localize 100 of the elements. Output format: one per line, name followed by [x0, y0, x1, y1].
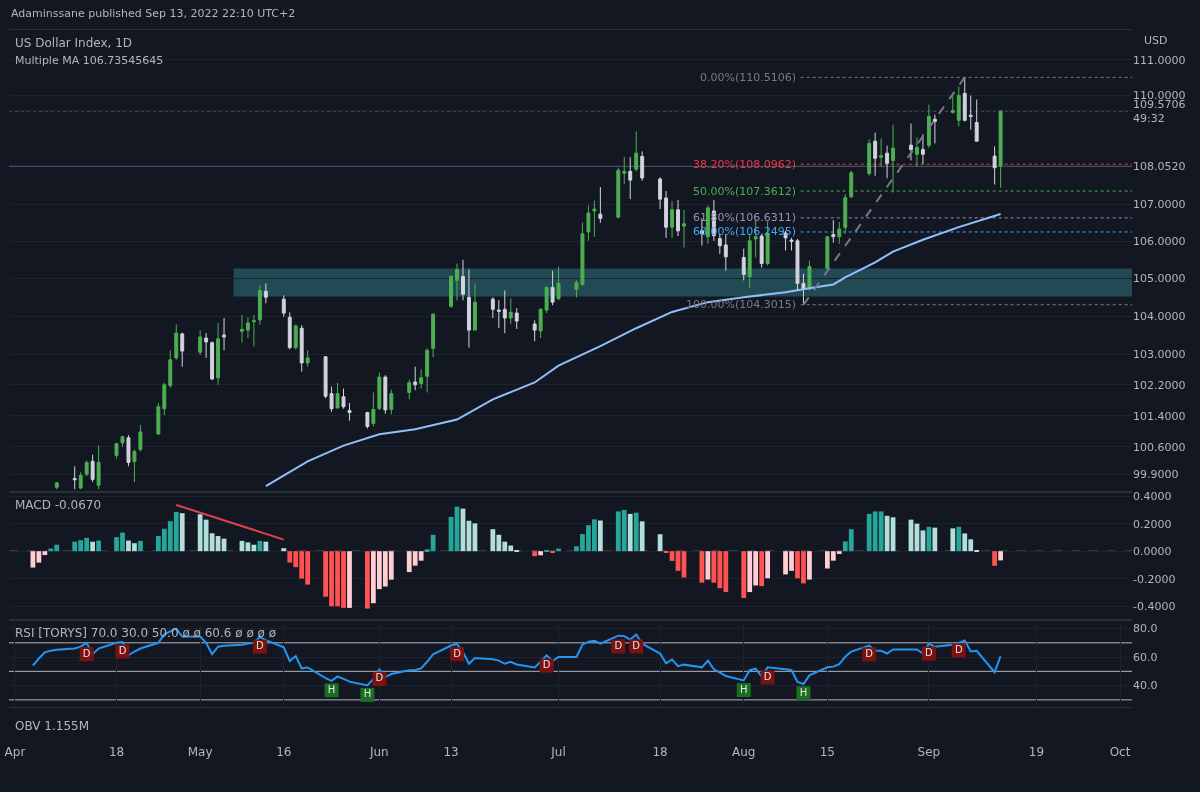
data-label: D [118, 645, 127, 657]
candlestick [431, 312, 436, 358]
candlestick [956, 86, 961, 127]
bar [179, 513, 185, 552]
candlestick [156, 402, 161, 436]
data-label: D [632, 639, 641, 651]
candlestick [210, 341, 215, 381]
candlestick [126, 434, 131, 467]
y-tick-label: -0.4000 [1133, 600, 1176, 614]
y-tick-label: 0.4000 [1133, 489, 1172, 503]
candlestick [926, 104, 931, 149]
bar [281, 548, 287, 552]
candlestick [622, 156, 627, 185]
data-label: D [542, 659, 551, 671]
bar [998, 551, 1003, 561]
data-label: H [799, 686, 808, 698]
text: MACD -0.0670 [15, 498, 102, 512]
text: US Dollar Index, 1D [15, 36, 133, 50]
bar [759, 551, 765, 587]
candlestick [807, 260, 812, 291]
candlestick [222, 317, 227, 351]
candlestick [54, 481, 59, 490]
candlestick [162, 382, 167, 416]
x-tick-label: Apr [4, 745, 26, 760]
y-tick-label: 99.9000 [1133, 468, 1179, 482]
y-tick-label: 111.0000 [1133, 53, 1186, 67]
candlestick [676, 199, 680, 237]
candlestick [837, 221, 842, 245]
ref-line-label: 0.00%(110.5106) [700, 71, 797, 84]
candlestick [377, 371, 382, 411]
candlestick [287, 311, 292, 351]
bar [257, 540, 263, 552]
candlestick [383, 374, 388, 415]
bar [96, 540, 101, 552]
candlestick [640, 150, 645, 182]
bar [263, 541, 269, 552]
x-tick-label: 13 [443, 745, 459, 760]
y-tick-label: 102.2000 [1133, 378, 1186, 392]
candlestick [180, 332, 185, 368]
candlestick [466, 269, 471, 349]
data-label: D [375, 672, 384, 684]
y-tick-label: 101.4000 [1133, 409, 1186, 423]
candlestick [335, 382, 340, 410]
candlestick [293, 323, 298, 351]
text: OBV 1.155M [15, 719, 90, 733]
data-label: D [925, 647, 934, 659]
candlestick [216, 322, 221, 386]
data-label: H [739, 683, 748, 695]
ref-line-label: 38.20%(108.0962) [693, 158, 797, 171]
bar [633, 512, 639, 552]
candlestick [413, 366, 418, 391]
candlestick [920, 133, 925, 165]
x-tick-label: Jul [550, 745, 566, 760]
candlestick [885, 145, 890, 179]
candlestick [682, 209, 686, 249]
bar [956, 526, 962, 552]
candlestick [879, 137, 884, 168]
bar [765, 551, 771, 579]
candlestick [992, 145, 997, 185]
candlestick [849, 170, 854, 199]
candlestick [138, 424, 143, 452]
y-tick-label: 106.0000 [1133, 235, 1186, 249]
candlestick [616, 167, 621, 219]
candlestick [914, 136, 919, 168]
bar [347, 551, 352, 608]
candlestick [240, 314, 244, 344]
candlestick [532, 319, 537, 342]
candlestick [843, 193, 848, 235]
candlestick [508, 297, 513, 325]
bar [627, 513, 633, 552]
candlestick [90, 454, 95, 483]
candlestick [974, 99, 979, 142]
text: Adaminssane published Sep 13, 2022 22:10 UTC+2 [11, 7, 296, 20]
candlestick [664, 190, 669, 239]
candlestick [550, 270, 555, 306]
candlestick [425, 347, 430, 393]
candlestick [132, 449, 137, 483]
data-label: D [256, 640, 265, 652]
data-label: D [453, 647, 462, 659]
candlestick [371, 391, 376, 428]
candlestick [556, 266, 561, 301]
candlestick [831, 219, 836, 244]
y-tick-label: 0.2000 [1133, 517, 1172, 531]
candlestick [586, 204, 591, 242]
candlestick [658, 176, 663, 210]
x-tick-label: Sep [917, 745, 941, 760]
candlestick [873, 132, 878, 177]
candlestick [245, 316, 250, 339]
bar [950, 528, 956, 552]
candlestick [472, 282, 477, 331]
candlestick [449, 274, 453, 309]
candlestick [168, 349, 173, 389]
candlestick [867, 138, 872, 177]
candlestick [72, 465, 77, 490]
candlestick [365, 411, 370, 429]
candlestick [263, 282, 268, 304]
candlestick [968, 95, 973, 131]
data-label: D [865, 647, 874, 659]
bar [532, 551, 538, 557]
candlestick [78, 471, 83, 490]
